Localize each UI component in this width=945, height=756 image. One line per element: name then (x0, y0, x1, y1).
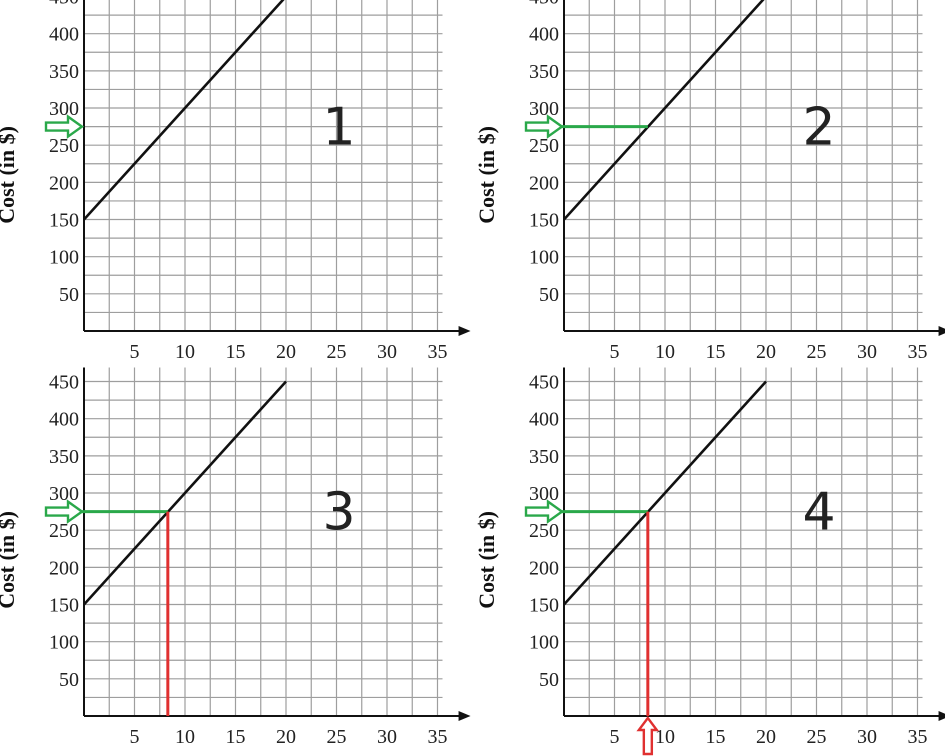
x-tick-label: 20 (756, 341, 776, 363)
y-tick-label: 350 (529, 446, 559, 468)
y-tick-label: 100 (49, 632, 79, 654)
y-axis-label: Cost (in $) (0, 126, 19, 224)
y-tick-label: 250 (49, 135, 79, 157)
y-tick-label: 200 (49, 172, 79, 194)
x-tick-label: 30 (857, 341, 877, 363)
y-tick-label: 400 (49, 409, 79, 431)
y-tick-label: 450 (529, 372, 559, 394)
x-tick-label: 15 (706, 726, 726, 748)
data-line (84, 380, 287, 606)
y-tick-label: 350 (49, 61, 79, 83)
data-line (84, 0, 285, 221)
x-tick-label: 25 (327, 726, 347, 748)
x-tick-label: 10 (655, 726, 675, 748)
y-tick-label: 50 (539, 284, 559, 306)
x-axis-arrowhead (938, 326, 945, 336)
y-axis-label: Cost (in $) (0, 511, 19, 609)
x-axis-arrowhead (938, 711, 945, 721)
chart-panel-4: 5 10 15 20 25 30 35 50 100 150 200 250 300 350 400 450 C… (474, 367, 945, 756)
y-tick-label: 150 (529, 210, 559, 232)
green-arrow-icon (44, 499, 85, 524)
grid-lines (84, 367, 443, 716)
y-tick-label: 150 (529, 595, 559, 617)
x-tick-label: 15 (226, 341, 246, 363)
x-tick-label: 25 (807, 341, 827, 363)
y-tick-label: 200 (529, 172, 559, 194)
y-tick-label: 50 (539, 669, 559, 691)
y-tick-label: 50 (59, 669, 79, 691)
grid-lines (84, 0, 443, 331)
data-line (564, 380, 767, 606)
y-tick-label: 250 (529, 135, 559, 157)
panel-number: 3 (322, 483, 355, 543)
grid-lines (564, 0, 923, 331)
x-axis-arrowhead (458, 711, 471, 721)
x-tick-label: 35 (428, 726, 448, 748)
y-tick-label: 300 (49, 483, 79, 505)
panel-number: 4 (802, 483, 835, 543)
panel-number: 2 (802, 98, 835, 158)
x-tick-label: 30 (377, 341, 397, 363)
x-tick-label: 15 (226, 726, 246, 748)
x-tick-label: 5 (130, 341, 140, 363)
y-tick-label: 450 (49, 0, 79, 9)
panel-number: 1 (322, 98, 355, 158)
x-tick-label: 35 (908, 341, 928, 363)
x-tick-label: 35 (428, 341, 448, 363)
y-tick-label: 150 (49, 210, 79, 232)
red-arrow-up-icon (636, 716, 660, 756)
x-tick-label: 35 (908, 726, 928, 748)
y-tick-label: 400 (529, 24, 559, 46)
y-tick-label: 350 (529, 61, 559, 83)
x-tick-label: 5 (610, 341, 620, 363)
y-tick-label: 400 (49, 24, 79, 46)
x-tick-label: 10 (175, 341, 195, 363)
green-arrow-icon (524, 114, 565, 139)
grid-lines (564, 367, 923, 716)
x-tick-label: 20 (756, 726, 776, 748)
x-tick-label: 25 (807, 726, 827, 748)
y-tick-label: 350 (49, 446, 79, 468)
y-tick-label: 450 (529, 0, 559, 9)
x-tick-label: 20 (276, 726, 296, 748)
y-tick-label: 150 (49, 595, 79, 617)
x-axis-arrowhead (458, 326, 471, 336)
y-tick-label: 100 (49, 247, 79, 269)
x-tick-label: 30 (377, 726, 397, 748)
y-tick-label: 250 (49, 520, 79, 542)
y-tick-label: 300 (529, 483, 559, 505)
x-tick-label: 10 (175, 726, 195, 748)
y-axis-label: Cost (in $) (474, 126, 499, 224)
y-axis-label: Cost (in $) (474, 511, 499, 609)
y-tick-label: 100 (529, 632, 559, 654)
x-tick-label: 5 (610, 726, 620, 748)
x-tick-label: 30 (857, 726, 877, 748)
chart-panel-3: 5 10 15 20 25 30 35 50 100 150 200 250 300 350 400 450 C… (0, 367, 471, 748)
x-tick-label: 25 (327, 341, 347, 363)
y-tick-label: 300 (49, 98, 79, 120)
y-tick-label: 250 (529, 520, 559, 542)
y-tick-label: 450 (49, 372, 79, 394)
chart-panel-1: 5 10 15 20 25 30 35 50 100 150 200 250 300 350 400 450 C… (0, 0, 471, 363)
x-tick-label: 5 (130, 726, 140, 748)
data-line (564, 0, 765, 221)
chart-panel-2: 5 10 15 20 25 30 35 50 100 150 200 250 300 350 400 450 C… (474, 0, 945, 363)
y-tick-label: 300 (529, 98, 559, 120)
y-tick-label: 100 (529, 247, 559, 269)
x-tick-label: 10 (655, 341, 675, 363)
green-arrow-icon (524, 499, 565, 524)
y-tick-label: 50 (59, 284, 79, 306)
y-tick-label: 200 (49, 557, 79, 579)
y-tick-label: 200 (529, 557, 559, 579)
green-arrow-icon (44, 114, 85, 139)
x-tick-label: 15 (706, 341, 726, 363)
x-tick-label: 20 (276, 341, 296, 363)
y-tick-label: 400 (529, 409, 559, 431)
